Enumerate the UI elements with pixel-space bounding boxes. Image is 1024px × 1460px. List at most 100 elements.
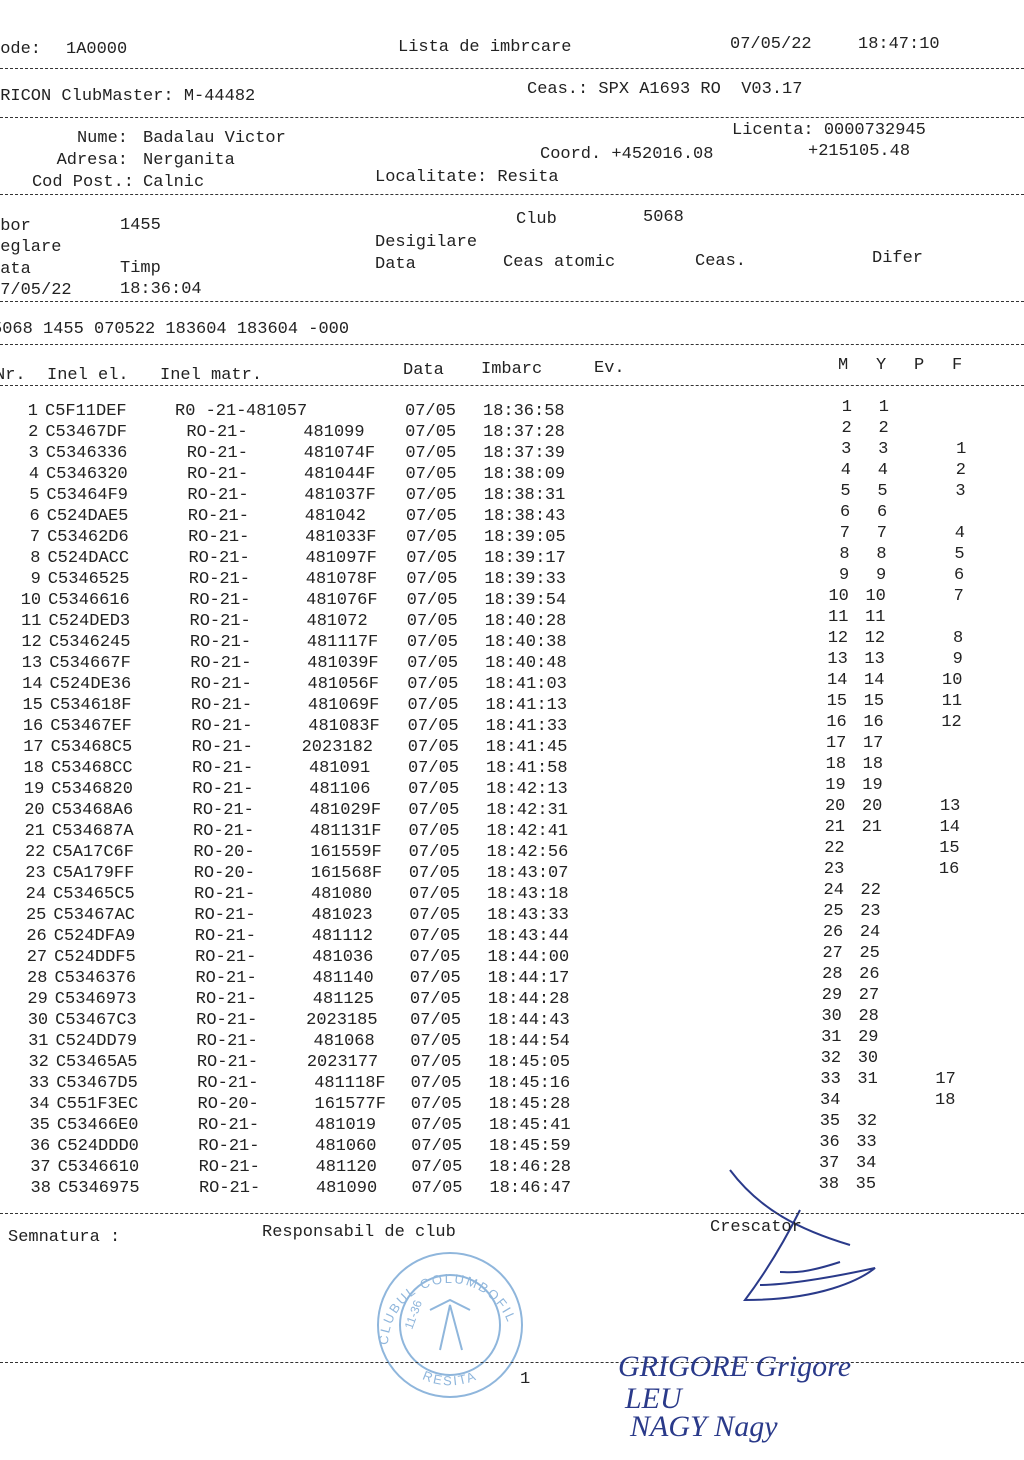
separator	[0, 1362, 1024, 1363]
rank-y: 14	[864, 671, 885, 690]
time: 18:41:13	[485, 696, 568, 715]
ring-prefix: RO-21-	[186, 444, 248, 463]
column-header: Data	[403, 361, 444, 380]
rank-y: 28	[858, 1007, 879, 1026]
row-nr: 29	[27, 990, 48, 1009]
row-nr: 32	[28, 1053, 49, 1072]
rank-m: 8	[839, 545, 850, 564]
time: 18:41:33	[485, 717, 568, 736]
atomic-label: Ceas atomic	[503, 253, 616, 272]
ring-prefix: RO-21-	[198, 1137, 260, 1156]
date: 07/05	[411, 1158, 463, 1177]
row-nr: 28	[27, 969, 48, 988]
rank-m: 12	[827, 629, 849, 648]
signature	[729, 1169, 876, 1302]
rank-y: 22	[860, 881, 881, 900]
row-nr: 5	[29, 486, 40, 505]
row-nr: 30	[27, 1011, 49, 1030]
rank-y: 15	[863, 692, 885, 711]
rank-f: 17	[935, 1070, 956, 1089]
time: 18:41:03	[485, 675, 567, 694]
row-nr: 2	[28, 423, 39, 442]
ring-id: C53467AC	[53, 906, 136, 925]
rank-m: 15	[826, 692, 848, 711]
rank-m: 17	[825, 734, 847, 753]
ring-number: 481069F	[307, 696, 380, 715]
print-time: 18:47:10	[858, 35, 940, 54]
ring-id: C5A179FF	[52, 864, 135, 883]
clock-label: Ceas.	[695, 252, 747, 271]
ring-number: 481125	[312, 990, 375, 1009]
ring-prefix: RO-21-	[192, 780, 254, 799]
date: 07/05	[409, 906, 461, 925]
ring-number: 481037F	[304, 486, 376, 505]
ring-number: 481044F	[304, 465, 376, 484]
rank-y: 20	[861, 797, 883, 816]
date: 07/05	[405, 444, 457, 463]
stamp	[377, 1252, 523, 1398]
time-label: Timp	[120, 259, 161, 278]
ring-prefix: RO-21-	[194, 906, 256, 925]
ring-id: C5346973	[54, 990, 137, 1009]
rank-m: 35	[819, 1112, 841, 1131]
ring-prefix: RO-21-	[195, 948, 257, 967]
handwriting: LEU	[625, 1382, 682, 1415]
ring-id: C524DACC	[47, 549, 130, 568]
rank-m: 27	[822, 944, 843, 963]
time: 18:45:41	[488, 1116, 571, 1135]
date: 07/05	[405, 486, 457, 505]
ring-prefix: RO-21-	[194, 927, 256, 946]
row-nr: 13	[21, 654, 43, 673]
ring-id: C53465A5	[55, 1053, 138, 1072]
row-nr: 12	[21, 633, 42, 652]
date: 07/05	[410, 1053, 462, 1072]
date: 07/05	[410, 1011, 462, 1030]
column-header: Y	[876, 356, 887, 375]
date: 07/05	[406, 570, 458, 589]
rank-m: 37	[818, 1154, 840, 1173]
ring-prefix: RO-21-	[188, 549, 250, 568]
ring-prefix: RO-21-	[191, 759, 254, 778]
date: 07/05	[405, 465, 457, 484]
row-nr: 8	[30, 549, 41, 568]
time: 18:42:56	[486, 843, 569, 862]
column-header: Nr.	[0, 366, 26, 385]
ring-number: 481099	[303, 423, 365, 442]
time: 18:43:18	[487, 885, 569, 904]
ring-id: C5346336	[45, 444, 128, 463]
code-line: 5068 1455 070522 183604 183604 -000	[0, 320, 350, 339]
rank-y: 13	[864, 650, 885, 669]
rank-m: 26	[822, 923, 844, 942]
ring-prefix: RO-21-	[187, 486, 249, 505]
ring-prefix: RO-21-	[192, 801, 254, 820]
ring-prefix: RO-21-	[191, 738, 253, 757]
time: 18:45:59	[489, 1137, 571, 1156]
row-nr: 36	[29, 1137, 51, 1156]
date: 07/05	[410, 1116, 462, 1135]
ring-prefix: RO-21-	[198, 1158, 260, 1177]
rank-y: 10	[865, 587, 886, 606]
title: Lista de imbrcare	[398, 38, 572, 57]
handwriting: GRIGORE Grigore	[618, 1350, 852, 1383]
time: 18:37:39	[483, 444, 565, 463]
ring-number: 161577F	[314, 1095, 386, 1114]
row-nr: 18	[23, 759, 44, 778]
rank-y: 35	[855, 1175, 877, 1194]
ring-id: C5346376	[54, 969, 137, 988]
row-nr: 4	[28, 465, 40, 484]
time: 18:39:05	[484, 528, 566, 547]
date: 07/05	[407, 675, 459, 694]
ring-prefix: RO-21-	[190, 675, 252, 694]
stamp-outer	[377, 1252, 523, 1398]
rank-m: 3	[841, 440, 852, 459]
time: 18:44:00	[487, 948, 570, 967]
rank-m: 11	[828, 608, 849, 627]
ring-prefix: RO-21-	[189, 591, 251, 610]
row-nr: 33	[28, 1074, 50, 1093]
time: 18:36:58	[483, 402, 565, 421]
row-nr: 23	[25, 864, 46, 883]
ring-number: 481083F	[308, 717, 380, 736]
time: 18:43:07	[486, 864, 569, 883]
rank-y: 23	[860, 902, 881, 921]
date: 07/05	[408, 822, 460, 841]
